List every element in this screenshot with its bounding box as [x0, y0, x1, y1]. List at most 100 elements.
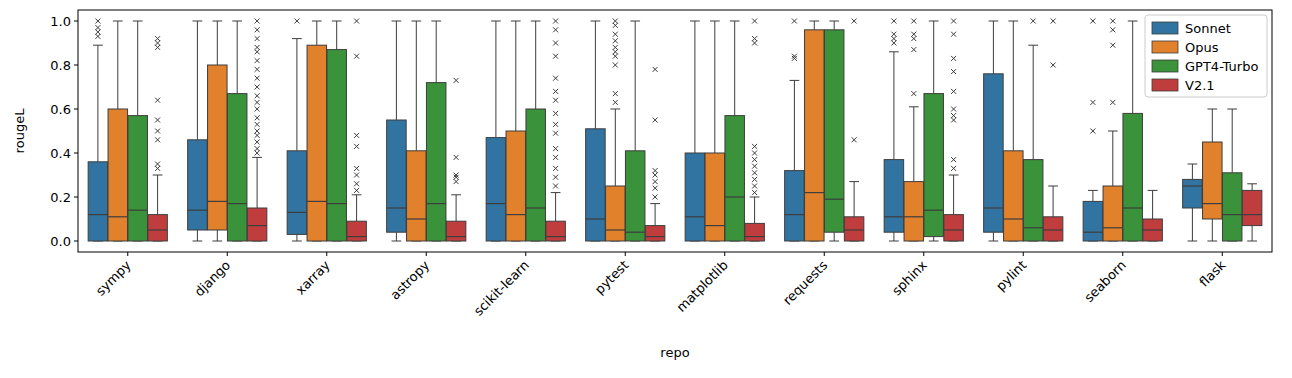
outlier [752, 190, 757, 195]
cap-high [630, 21, 640, 22]
y-tick-label: 0.0 [50, 234, 71, 249]
outlier [255, 58, 260, 63]
box [1222, 173, 1242, 241]
outlier [613, 23, 618, 28]
outlier [553, 146, 558, 151]
cap-high [431, 21, 441, 22]
box [1143, 219, 1163, 241]
outlier [613, 54, 618, 59]
cap-high [929, 21, 939, 22]
median [745, 236, 765, 237]
whisker-high [515, 21, 516, 131]
outlier [911, 47, 916, 52]
outlier [294, 19, 299, 24]
whisker-high [1112, 131, 1113, 186]
whisker-high [197, 21, 198, 140]
cap-high [650, 203, 660, 204]
outlier [255, 19, 260, 24]
whisker-high [1192, 164, 1193, 179]
box [526, 109, 546, 241]
x-tick [625, 252, 626, 256]
outlier [752, 151, 757, 156]
whisker-high [714, 21, 715, 153]
outlier [1110, 19, 1115, 24]
box [188, 140, 208, 230]
cap-high [1008, 21, 1018, 22]
outlier [354, 54, 359, 59]
outlier [553, 175, 558, 180]
median [645, 236, 665, 237]
cap-high [252, 157, 262, 158]
box [745, 223, 765, 241]
outlier [155, 36, 160, 41]
median [307, 201, 327, 202]
median [347, 236, 367, 237]
median [486, 203, 506, 204]
cap-low [1188, 241, 1198, 242]
outlier [255, 107, 260, 112]
box [606, 186, 626, 241]
outlier [792, 19, 797, 24]
outlier [354, 19, 359, 24]
outlier [155, 41, 160, 46]
whisker-low [217, 230, 218, 241]
median [1103, 227, 1123, 228]
median [526, 207, 546, 208]
median [924, 210, 944, 211]
box [1043, 217, 1063, 241]
outlier [155, 118, 160, 123]
whisker-high [655, 204, 656, 226]
outlier [911, 36, 916, 41]
whisker-high [1132, 21, 1133, 113]
median [944, 229, 964, 230]
outlier [752, 157, 757, 162]
whisker-low [396, 232, 397, 241]
median [824, 199, 844, 200]
outlier [613, 91, 618, 96]
median [984, 207, 1004, 208]
whisker-high [1252, 184, 1253, 191]
outlier [354, 133, 359, 138]
box [327, 50, 347, 241]
median [247, 225, 267, 226]
cap-high [153, 175, 163, 176]
whisker-low [197, 230, 198, 241]
cap-high [591, 21, 601, 22]
box [546, 221, 566, 241]
box [705, 153, 725, 241]
box [148, 215, 168, 241]
median [1123, 207, 1143, 208]
box [805, 30, 825, 241]
whisker-low [893, 232, 894, 241]
whisker-high [953, 175, 954, 215]
whisker-high [754, 197, 755, 223]
outlier [752, 19, 757, 24]
outlier [1051, 19, 1056, 24]
outlier [752, 177, 757, 182]
outlier [613, 100, 618, 105]
whisker-high [316, 21, 317, 45]
outlier [155, 45, 160, 50]
cap-high [829, 21, 839, 22]
outlier [752, 164, 757, 169]
x-tick-label: sympy [93, 257, 134, 298]
outlier [255, 140, 260, 145]
x-tick-label: sphinx [889, 257, 930, 298]
x-tick [1222, 252, 1223, 256]
outlier [1051, 63, 1056, 68]
outlier [553, 98, 558, 103]
outlier [454, 173, 459, 178]
whisker-low [1192, 208, 1193, 241]
median [1004, 218, 1024, 219]
x-tick-label: pytest [592, 258, 632, 298]
outlier [891, 32, 896, 37]
cap-high [1028, 45, 1038, 46]
cap-high [750, 197, 760, 198]
outlier [553, 76, 558, 81]
outlier [951, 19, 956, 24]
median [1023, 227, 1043, 228]
outlier [752, 36, 757, 41]
chart-svg: 0.00.20.40.60.81.0sympydjangoxarrayastro… [0, 0, 1292, 378]
cap-high [730, 21, 740, 22]
outlier [653, 168, 658, 173]
